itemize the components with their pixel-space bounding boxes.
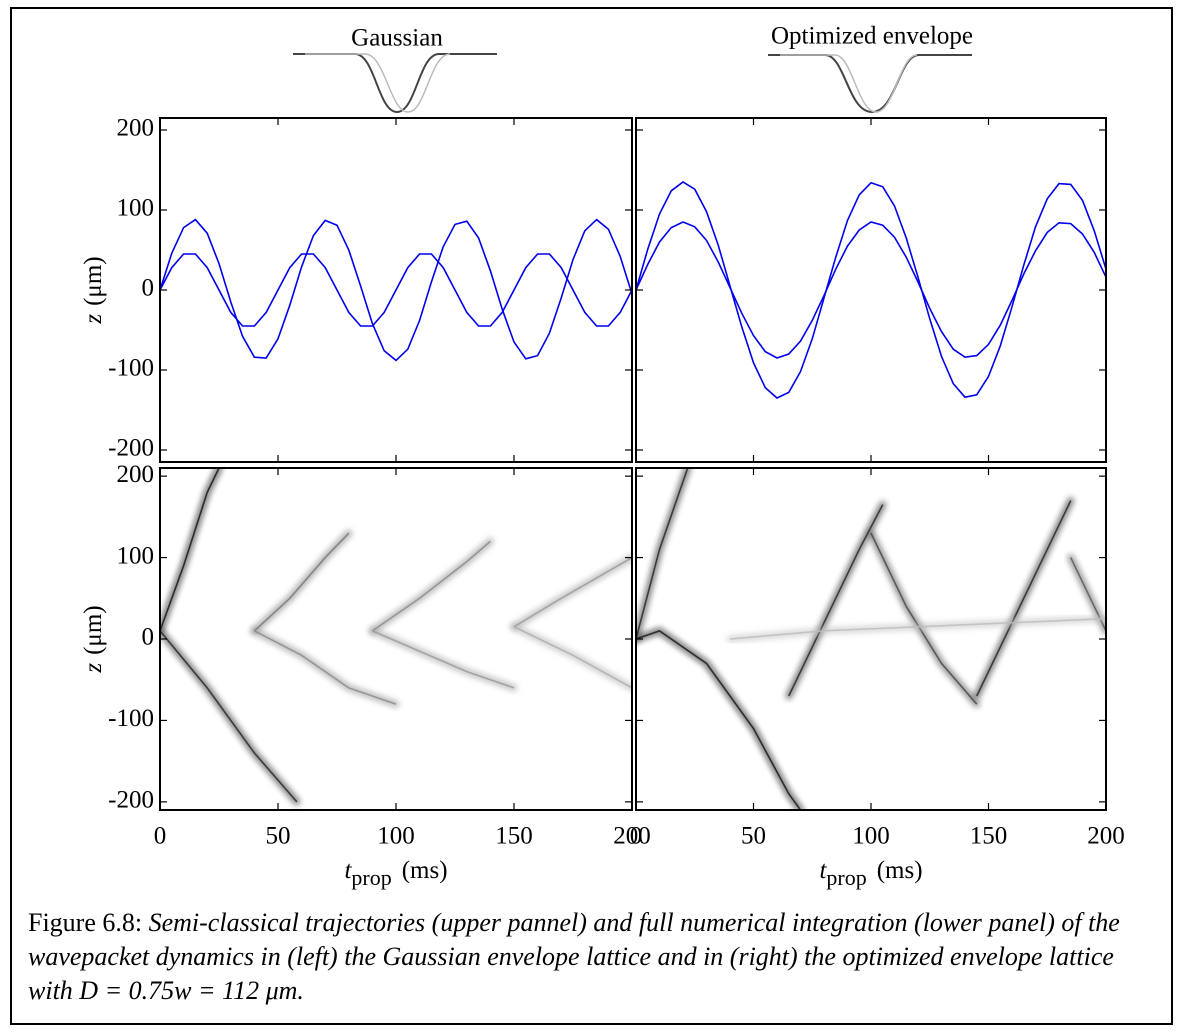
- panel-frame: [635, 117, 1107, 463]
- plot-area: [160, 218, 632, 362]
- y-tick-label: 100: [117, 195, 155, 222]
- panel-title: Optimized envelope: [771, 23, 973, 50]
- x-tick-label: 50: [741, 823, 766, 850]
- y-axis-var: z: [80, 314, 107, 325]
- caption: Figure 6.8: Semi-classical trajectories …: [28, 906, 1164, 1008]
- trajectory: [160, 253, 632, 327]
- x-axis-var: t: [344, 857, 352, 884]
- x-axis-label: tprop (ms): [344, 857, 447, 890]
- density-ridge-core: [788, 504, 884, 697]
- caption-label: Figure 6.8:: [28, 908, 143, 937]
- x-axis-label: tprop (ms): [819, 857, 922, 890]
- x-tick-label: 100: [852, 823, 890, 850]
- trajectory: [636, 221, 1106, 359]
- x-tick-label: 0: [154, 823, 167, 850]
- density-ridge-core: [1070, 557, 1106, 632]
- caption-text: Semi-classical trajectories (upper panne…: [28, 908, 1120, 1005]
- y-tick-label: 200: [117, 461, 155, 488]
- plot-area: [160, 468, 632, 806]
- plot-area: [636, 468, 1106, 810]
- density-ridge-core: [372, 630, 515, 689]
- density-ridge-core: [513, 626, 632, 689]
- density-ridge: [867, 529, 981, 708]
- y-tick-label: -200: [108, 435, 154, 462]
- y-tick-label: 200: [117, 115, 155, 142]
- density-ridge: [636, 626, 804, 810]
- figure-frame: [10, 7, 1173, 1025]
- density-ridge-core: [636, 468, 689, 640]
- density-ridge-core: [636, 629, 802, 810]
- density-ridge: [636, 468, 692, 643]
- x-axis-sub: prop: [351, 865, 391, 890]
- x-tick-label: 200: [1087, 823, 1125, 850]
- density-ridge-core: [253, 532, 350, 632]
- x-axis-sub: prop: [826, 865, 866, 890]
- y-axis-unit: (μm): [80, 256, 107, 306]
- plot-area: [636, 181, 1106, 399]
- y-tick-label: -200: [108, 787, 154, 814]
- y-tick-label: 0: [142, 624, 155, 651]
- density-ridge-core: [976, 500, 1072, 697]
- panel: -200 -100 0 100 200 Gaussian z (μm): [80, 25, 633, 463]
- x-tick-label: 150: [970, 823, 1008, 850]
- density-ridge-core: [254, 630, 397, 705]
- density-ridge-core: [513, 556, 632, 628]
- x-tick-label: 100: [377, 823, 415, 850]
- density-ridge-core: [870, 532, 978, 705]
- trajectory: [636, 181, 1106, 399]
- density-ridge: [368, 537, 494, 635]
- density-ridge-core: [371, 540, 491, 632]
- density-ridge-core: [160, 468, 220, 632]
- gaussian-sketch: [293, 53, 497, 114]
- y-tick-label: -100: [108, 355, 154, 382]
- x-axis-var: t: [819, 857, 827, 884]
- density-ridge-core: [160, 630, 298, 803]
- x-axis-unit: (ms): [877, 857, 923, 884]
- x-tick-label: 50: [266, 823, 291, 850]
- y-tick-label: 0: [142, 275, 155, 302]
- y-axis-label: z (μm): [80, 256, 107, 324]
- x-tick-label: 200: [613, 823, 651, 850]
- y-axis-var: z: [80, 663, 107, 674]
- x-axis-unit: (ms): [402, 857, 448, 884]
- x-tick-label: 0: [630, 823, 643, 850]
- y-tick-label: 100: [117, 542, 155, 569]
- trajectory: [160, 218, 632, 362]
- y-axis-label: z (μm): [80, 605, 107, 673]
- y-axis-unit: (μm): [80, 605, 107, 655]
- panel: 0 50 100 150 200 tprop (ms): [630, 467, 1125, 890]
- density-ridge-core: [729, 617, 1106, 640]
- panel: Optimized envelope: [635, 23, 1107, 463]
- y-tick-label: -100: [108, 705, 154, 732]
- optimized-sketch: [768, 54, 972, 119]
- panel-frame: [635, 467, 1107, 811]
- x-tick-label: 150: [495, 823, 533, 850]
- panel-title: Gaussian: [351, 25, 443, 52]
